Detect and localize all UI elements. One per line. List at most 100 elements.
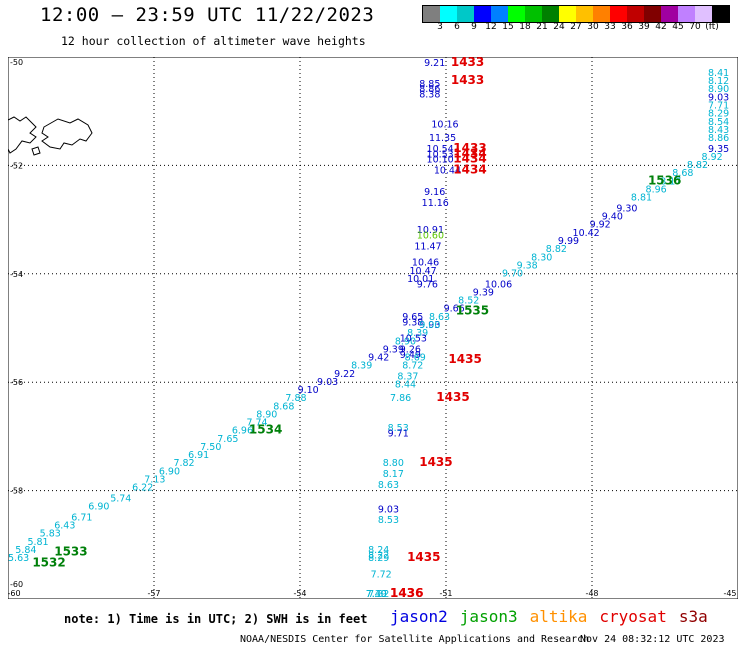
wave-height-label: 9.49: [400, 350, 421, 361]
pass-time-label: 1434: [453, 152, 486, 166]
legend-swatch: [491, 6, 508, 22]
wave-height-label: 10.47: [410, 266, 437, 277]
wave-height-label: 9.99: [558, 236, 579, 247]
wave-height-label: 9.03: [378, 504, 399, 515]
wave-height-label: 6.90: [88, 502, 109, 513]
legend-label: 27: [570, 22, 582, 32]
footer-date: Nov 24 08:32:12 UTC 2023: [580, 634, 725, 645]
wave-height-label: 8.68: [672, 168, 693, 179]
wave-height-label: 8.17: [383, 469, 404, 480]
lat-tick-label: -52: [10, 161, 23, 170]
wave-height-label: 8.96: [646, 185, 667, 196]
pass-time-label: 1532: [32, 555, 65, 569]
wave-height-label: 8.29: [708, 109, 729, 120]
wave-height-label: 7.50: [200, 442, 221, 453]
wave-height-label: 6.43: [54, 521, 75, 532]
legend-swatch: [661, 6, 678, 22]
axis-labels: -60 -57 -54 -51 -48 -45 -50 -52 -54 -56 -58 -60: [8, 58, 737, 598]
map-grid: [8, 57, 738, 599]
pass-time-label: 1436: [390, 586, 423, 599]
pass-time-label: 1436: [390, 586, 423, 599]
satellite-legend-cryosat: cryosat: [599, 607, 667, 626]
legend-label: (ft): [705, 22, 719, 32]
legend-swatch: [644, 6, 661, 22]
pass-time-label: 1435: [448, 352, 481, 366]
wave-height-label: 7.65: [217, 434, 238, 445]
wave-height-label: 8.30: [531, 252, 552, 263]
color-legend-bar: [422, 5, 730, 23]
lon-tick-label: -48: [585, 589, 598, 598]
wave-height-label: 9.70: [502, 269, 523, 280]
wave-height-label: 8.24: [368, 545, 389, 556]
wave-height-label: 5.83: [40, 529, 61, 540]
wave-height-label: 9.30: [616, 203, 637, 214]
legend-swatch: [576, 6, 593, 22]
wave-height-label: 9.93: [419, 320, 440, 331]
wave-height-label: 8.39: [351, 361, 372, 372]
wave-height-label: 8.12: [708, 76, 729, 87]
falkland-islands-outline: [8, 116, 93, 156]
wave-height-label: 7.71: [708, 100, 729, 111]
wave-height-label: 6.71: [71, 512, 92, 523]
wave-height-label: 8.53: [378, 515, 399, 526]
island-small: [31, 146, 41, 156]
wave-height-map: -60 -57 -54 -51 -48 -45 -50 -52 -54 -56 -58 -60 5.6…: [8, 57, 738, 599]
wave-height-label: 9.66: [444, 304, 465, 315]
wave-height-label: 9.39: [383, 344, 404, 355]
wave-height-label: 8.38: [419, 90, 440, 101]
pass-time-label: 1433: [451, 57, 484, 69]
wave-height-label: 10.06: [485, 279, 512, 290]
wave-height-label: 8.69: [405, 353, 426, 364]
pass-time-label: 1534: [249, 423, 282, 437]
wave-height-label: 8.22: [368, 550, 389, 561]
legend-swatch: [525, 6, 542, 22]
wave-height-label: 8.43: [708, 125, 729, 136]
wave-height-label: 8.44: [395, 380, 416, 391]
wave-height-label: 9.65: [402, 312, 423, 323]
legend-swatch: [678, 6, 695, 22]
wave-height-label: 10.10: [427, 155, 454, 166]
pass-time-label: 1435: [419, 455, 452, 469]
legend-label: 33: [604, 22, 616, 32]
legend-swatch: [508, 6, 525, 22]
legend-swatch: [627, 6, 644, 22]
wave-height-label: 8.39: [407, 328, 428, 339]
wave-height-label: 6.22: [132, 483, 153, 494]
legend-swatch: [695, 6, 712, 22]
lat-tick-label: -60: [10, 580, 23, 589]
pass-time-label: 1435: [407, 550, 440, 564]
legend-swatch: [559, 6, 576, 22]
wave-height-label: 9.03: [708, 92, 729, 103]
legend-swatch: [712, 6, 729, 22]
satellite-legend-jason3: jason3: [459, 607, 518, 626]
legend-label: 6: [454, 22, 460, 32]
wave-height-label: 9.38: [517, 260, 538, 271]
legend-label: 18: [519, 22, 531, 32]
wave-height-label: 8.86: [708, 133, 729, 144]
pass-time-label: 1536: [648, 173, 681, 187]
wave-height-label: 10.44: [434, 166, 461, 177]
island-west: [8, 116, 37, 154]
legend-label: 21: [536, 22, 548, 32]
legend-label: 12: [485, 22, 497, 32]
wave-height-label: 8.86: [419, 84, 440, 95]
lon-tick-label: -54: [293, 589, 306, 598]
satellite-legend-s3a: s3a: [678, 607, 708, 626]
pass-time-label: 1434: [453, 163, 486, 177]
wave-height-label: 9.03: [317, 377, 338, 388]
pass-time-labels: 1433143314331434143414341435143514351435…: [32, 57, 681, 599]
wave-height-label: 9.39: [473, 287, 494, 298]
pass-time-label: 1535: [456, 303, 489, 317]
wave-height-label: 10.53: [427, 149, 454, 160]
island-east: [41, 118, 93, 150]
lon-tick-label: -45: [723, 589, 736, 598]
satellite-legend-jason2: jason2: [390, 607, 448, 626]
legend-label: 30: [587, 22, 599, 32]
wave-height-label: 6.91: [188, 450, 209, 461]
wave-height-label: 9.22: [334, 369, 355, 380]
legend-label: 36: [621, 22, 633, 32]
legend-swatch: [423, 6, 440, 22]
wave-height-label: 8.82: [687, 160, 708, 171]
wave-height-label: 11.47: [414, 241, 441, 252]
wave-height-label: 9.00: [419, 320, 440, 331]
